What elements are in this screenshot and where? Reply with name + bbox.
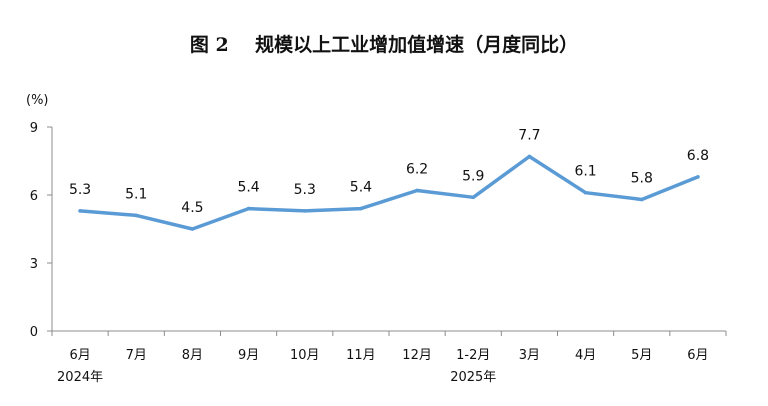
data-label: 7.7 — [518, 127, 540, 143]
year-label: 2024年 — [57, 370, 103, 385]
data-point — [246, 206, 251, 211]
x-tick-label: 1-2月 — [456, 348, 490, 363]
series-layer — [78, 154, 700, 231]
data-point — [696, 175, 700, 179]
y-tick-label: 6 — [30, 189, 38, 204]
y-tick-label: 0 — [30, 325, 38, 340]
data-label: 4.5 — [181, 200, 203, 216]
x-tick-label: 11月 — [346, 348, 376, 363]
x-tick-label: 3月 — [519, 348, 540, 363]
data-point — [471, 195, 476, 200]
data-label: 6.2 — [406, 161, 428, 177]
data-point — [415, 188, 419, 193]
series-line — [78, 154, 700, 231]
y-axis-unit-label: (%) — [26, 93, 49, 108]
data-label: 6.8 — [687, 148, 709, 164]
x-tick-label: 9月 — [238, 348, 259, 363]
data-point — [583, 190, 588, 195]
data-point — [359, 206, 363, 211]
x-tick-label: 5月 — [631, 348, 652, 363]
data-label: 5.9 — [462, 168, 484, 184]
data-point — [302, 209, 307, 213]
data-label: 5.4 — [350, 180, 372, 196]
data-label: 5.3 — [69, 182, 91, 198]
data-label: 5.8 — [631, 171, 653, 187]
x-tick-label: 7月 — [126, 348, 147, 363]
data-point — [134, 213, 139, 218]
data-point — [639, 197, 644, 202]
x-tick-label: 12月 — [402, 348, 432, 363]
labels-layer: 6月 7月 8月 9月 10月 11月 12月 1-2月 3月 4月 5月 6月 2024年 2025年 5… — [57, 127, 709, 385]
x-tick-label: 8月 — [182, 348, 203, 363]
data-point — [527, 154, 532, 159]
y-tick-label: 3 — [30, 257, 38, 272]
data-point — [190, 227, 195, 231]
axes: 0 3 6 9 (%) — [26, 93, 727, 340]
y-tick-label: 9 — [30, 121, 38, 136]
data-label: 5.4 — [237, 180, 259, 196]
data-label: 5.3 — [294, 182, 316, 198]
data-label: 6.1 — [574, 164, 596, 180]
data-point — [78, 209, 82, 213]
chart-title: 图 2 规模以上工业增加值增速（月度同比） — [189, 34, 579, 56]
year-label: 2025年 — [450, 370, 496, 385]
x-tick-label: 4月 — [575, 348, 596, 363]
data-label: 5.1 — [125, 186, 147, 202]
x-tick-label: 10月 — [290, 348, 320, 363]
x-tick-label: 6月 — [687, 348, 708, 363]
x-tick-label: 6月 — [69, 348, 90, 363]
